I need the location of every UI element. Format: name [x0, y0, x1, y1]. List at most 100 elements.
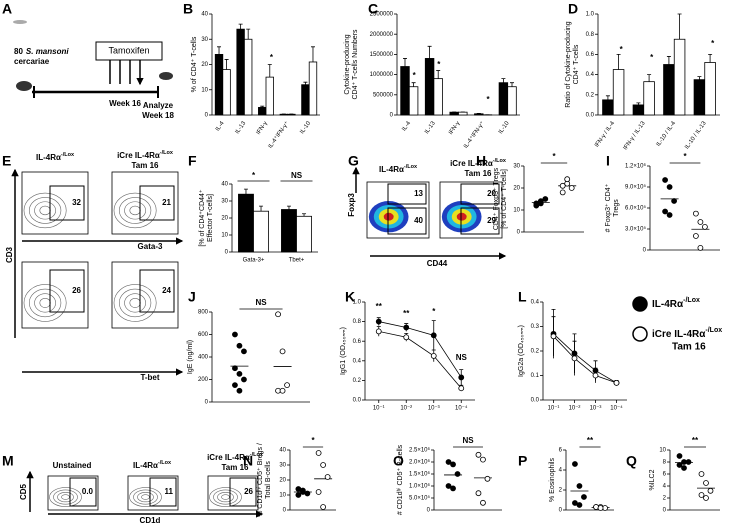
point [232, 365, 238, 372]
point [430, 352, 437, 359]
point [697, 244, 704, 251]
x-tick-label: IL-10 [299, 120, 312, 135]
y-tick-label: 0 [225, 250, 229, 256]
panel-letter: H [476, 153, 486, 169]
legend-label: iCre IL-4Rα-/Lox [652, 327, 722, 339]
panel-letter: E [2, 153, 11, 169]
point [581, 494, 587, 500]
y-tick-label: 500000 [373, 92, 394, 98]
y-tick-label: 600 [198, 332, 209, 338]
gate [49, 269, 85, 313]
error-bar [666, 56, 671, 65]
point [454, 471, 461, 477]
x-tick-label: IFN-γ [256, 121, 269, 136]
y-axis-label: [% of CD4⁺CD44⁺ [199, 189, 206, 246]
flow-density [118, 197, 152, 224]
y-tick-label: 10 [513, 208, 520, 214]
point [236, 387, 243, 394]
point [597, 505, 604, 511]
x-tick-label: 10⁻⁴ [455, 405, 468, 412]
y-tick-label: 4 [559, 468, 563, 474]
flow-density [34, 201, 56, 220]
bar [612, 69, 625, 116]
flow-density [118, 288, 152, 318]
error-bar [677, 13, 682, 40]
panel-letter: D [568, 1, 578, 17]
y-tick-label: 0.6 [353, 339, 362, 345]
genotype-label: IL-4Rα-/Lox [379, 164, 418, 174]
point [450, 485, 456, 492]
y-tick-label: 0.0 [353, 398, 362, 404]
panel-letter: C [368, 1, 378, 17]
legend-line2: Tam 16 [672, 342, 706, 353]
flow-density [213, 489, 238, 505]
flow-density [28, 288, 62, 318]
x-tick-label: 10⁻² [569, 406, 581, 412]
treatment-label: Tamoxifen [108, 45, 149, 55]
point [676, 462, 683, 468]
bar [693, 79, 706, 116]
error-bar [436, 70, 441, 79]
y-tick-label: 200 [198, 377, 209, 383]
flow-density [113, 192, 157, 229]
y-tick-label: 0 [559, 508, 563, 514]
y-axis-label: [% of CD4⁺ T-cells] [501, 169, 508, 229]
y-axis-label: Total B-cells [265, 461, 272, 499]
flow-density [217, 492, 234, 503]
panel-letter: Q [626, 453, 637, 469]
point [324, 474, 331, 480]
gate [149, 477, 177, 507]
error-bar [224, 59, 229, 70]
point [693, 210, 699, 217]
error-bar [427, 45, 432, 59]
significance-label: * [711, 39, 715, 48]
y-tick-label: 10 [659, 448, 666, 454]
bar [704, 62, 716, 116]
point [550, 333, 557, 340]
flow-axis-label: CD3 [5, 246, 14, 263]
panel-letter: J [188, 289, 196, 305]
flow-axis-label: CD5 [19, 483, 28, 500]
y-tick-label: 0.2 [353, 378, 362, 384]
week-label: Week 16 [109, 99, 141, 108]
error-bar [647, 74, 652, 82]
flow-density [133, 489, 158, 505]
gate [139, 269, 175, 313]
bar [498, 82, 509, 116]
point [403, 324, 410, 331]
point [542, 196, 549, 202]
point [403, 334, 410, 341]
x-tick-label: 10⁻³ [428, 406, 440, 412]
y-tick-label: 0.4 [353, 358, 362, 364]
genotype-name: iCre IL-4Rα [207, 453, 250, 462]
gate-percentage: 11 [165, 487, 174, 496]
error-bar [267, 64, 272, 78]
flow-density [53, 489, 78, 505]
genotype-sup: -/Lox [158, 460, 172, 466]
y-tick-label: 0.6 [586, 52, 595, 58]
y-tick-label: 1.0 [586, 12, 595, 18]
genotype-sup: -/Lox [250, 452, 264, 458]
point [315, 450, 322, 456]
y-tick-label: 0.1 [531, 373, 540, 379]
legend-name: IL-4Rα [652, 299, 684, 310]
legend-name: iCre IL-4Rα [652, 329, 706, 340]
point [707, 487, 714, 494]
x-tick-label: Gata-3+ [243, 258, 265, 264]
genotype-sup: -/Lox [61, 152, 75, 158]
error-bar [310, 46, 315, 62]
point [241, 348, 247, 355]
flow-density [28, 197, 62, 224]
flow-density [23, 284, 67, 322]
flow-plot-frame [207, 475, 259, 511]
y-tick-label: 2 [559, 488, 563, 494]
panel-letter: N [243, 453, 253, 469]
y-axis-label: # Foxp3⁺ CD4⁺ [605, 183, 612, 232]
point [480, 499, 486, 506]
y-tick-label: 40 [221, 182, 228, 188]
gate [69, 477, 97, 507]
x-tick-label: IL-13 [424, 120, 437, 135]
error-bar [697, 76, 702, 80]
bar [253, 210, 269, 253]
